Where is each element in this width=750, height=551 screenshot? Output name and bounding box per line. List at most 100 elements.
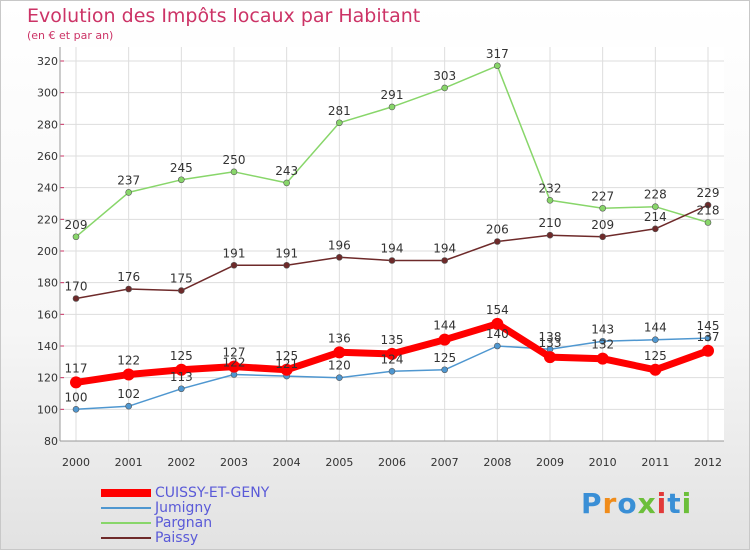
- data-label: 250: [223, 153, 246, 167]
- data-label: 125: [275, 349, 298, 363]
- data-label: 117: [65, 361, 88, 375]
- y-tick-label: 200: [37, 245, 58, 258]
- data-label: 122: [223, 356, 246, 370]
- y-tick-label: 100: [37, 403, 58, 416]
- series-jumigny: [72, 334, 712, 413]
- data-label: 227: [591, 189, 614, 203]
- data-point: [178, 176, 185, 184]
- x-tick-label: 2000: [62, 456, 90, 469]
- data-point: [494, 62, 501, 70]
- data-point: [704, 334, 712, 342]
- y-tick-label: 140: [37, 340, 58, 353]
- data-label: 196: [328, 238, 351, 252]
- chart-subtitle: (en € et par an): [27, 29, 114, 42]
- series-cuissy-et-geny: [70, 317, 714, 389]
- data-point: [336, 119, 343, 127]
- data-point: [438, 333, 451, 346]
- data-label: 218: [697, 204, 720, 218]
- data-label: 237: [117, 173, 140, 187]
- data-label: 102: [117, 387, 140, 401]
- legend-swatch: [101, 488, 151, 497]
- data-point: [596, 352, 609, 365]
- data-label: 214: [644, 210, 667, 224]
- data-label: 194: [381, 242, 404, 256]
- data-label: 243: [275, 164, 298, 178]
- data-label: 170: [65, 280, 88, 294]
- x-tick-label: 2009: [536, 456, 564, 469]
- x-tick-label: 2004: [273, 456, 301, 469]
- data-point: [441, 84, 448, 92]
- data-label: 209: [591, 218, 614, 232]
- data-point: [546, 197, 554, 204]
- data-point: [280, 363, 293, 376]
- x-tick-label: 2007: [431, 456, 459, 469]
- data-point: [125, 285, 132, 293]
- data-point: [652, 203, 659, 210]
- data-label: 125: [170, 349, 193, 363]
- x-tick-label: 2003: [220, 456, 248, 469]
- y-tick-label: 160: [37, 308, 58, 321]
- data-point: [441, 257, 448, 264]
- series-pargnan: [72, 62, 712, 241]
- data-point: [702, 344, 714, 357]
- data-point: [178, 287, 185, 294]
- data-point: [175, 363, 188, 376]
- data-label: 120: [328, 359, 351, 373]
- legend-swatch: [101, 521, 151, 524]
- y-tick-label: 240: [37, 182, 58, 195]
- x-tick-label: 2006: [378, 456, 406, 469]
- data-point: [336, 254, 343, 261]
- data-point: [491, 317, 504, 330]
- y-tick-label: 300: [37, 87, 58, 100]
- data-label: 209: [65, 218, 88, 232]
- data-label: 113: [170, 370, 193, 384]
- data-label: 154: [486, 303, 509, 317]
- data-point: [178, 385, 185, 393]
- logo-letter: r: [602, 487, 618, 520]
- data-point: [333, 346, 346, 359]
- data-point: [228, 360, 240, 373]
- data-point: [704, 201, 712, 209]
- data-point: [599, 337, 606, 345]
- y-tick-label: 260: [37, 150, 58, 163]
- data-label: 317: [486, 47, 509, 61]
- data-label: 121: [275, 357, 298, 371]
- chart-title: Evolution des Impôts locaux par Habitant: [27, 5, 421, 27]
- data-point: [652, 225, 659, 233]
- labels-paissy: 170 176 175 191 191 196 194 194 206 210 209 214 229: [65, 186, 720, 293]
- y-tick-label: 180: [37, 277, 58, 290]
- data-point: [494, 238, 501, 245]
- data-point: [386, 347, 398, 360]
- data-point: [283, 179, 290, 187]
- data-point: [336, 374, 343, 381]
- logo-letter: i: [656, 487, 668, 520]
- x-tick-label: 2005: [325, 456, 353, 469]
- legend-item: CUISSY-ET-GENY: [101, 485, 269, 501]
- data-point: [72, 233, 80, 241]
- data-point: [544, 351, 556, 364]
- data-label: 137: [697, 330, 720, 344]
- data-point: [122, 368, 135, 381]
- data-point: [494, 342, 501, 350]
- labels-pargnan: 209 237 245 250 243 281 291 303 317 232 227 228 218: [65, 47, 720, 232]
- logo-letter: t: [667, 487, 682, 520]
- data-label: 144: [433, 319, 456, 333]
- x-tick-label: 2012: [694, 456, 722, 469]
- data-label: 206: [486, 223, 509, 237]
- chart-legend: CUISSY-ET-GENY Jumigny Pargnan Paissy: [101, 485, 269, 546]
- data-label: 100: [65, 390, 88, 404]
- labels-jumigny: 100 102 113 122 121 120 124 125 140 138 143 144 145: [65, 319, 720, 404]
- data-label: 132: [591, 338, 614, 352]
- x-tick-label: 2002: [167, 456, 195, 469]
- data-label: 228: [644, 188, 667, 202]
- x-tick-label: 2011: [641, 456, 669, 469]
- data-label: 144: [644, 321, 667, 335]
- data-point: [72, 406, 80, 413]
- legend-swatch: [101, 536, 151, 539]
- data-label: 138: [539, 330, 562, 344]
- data-point: [599, 233, 606, 241]
- data-label: 135: [381, 333, 404, 347]
- data-label: 122: [117, 354, 140, 368]
- data-point: [388, 368, 396, 375]
- data-label: 136: [328, 331, 351, 345]
